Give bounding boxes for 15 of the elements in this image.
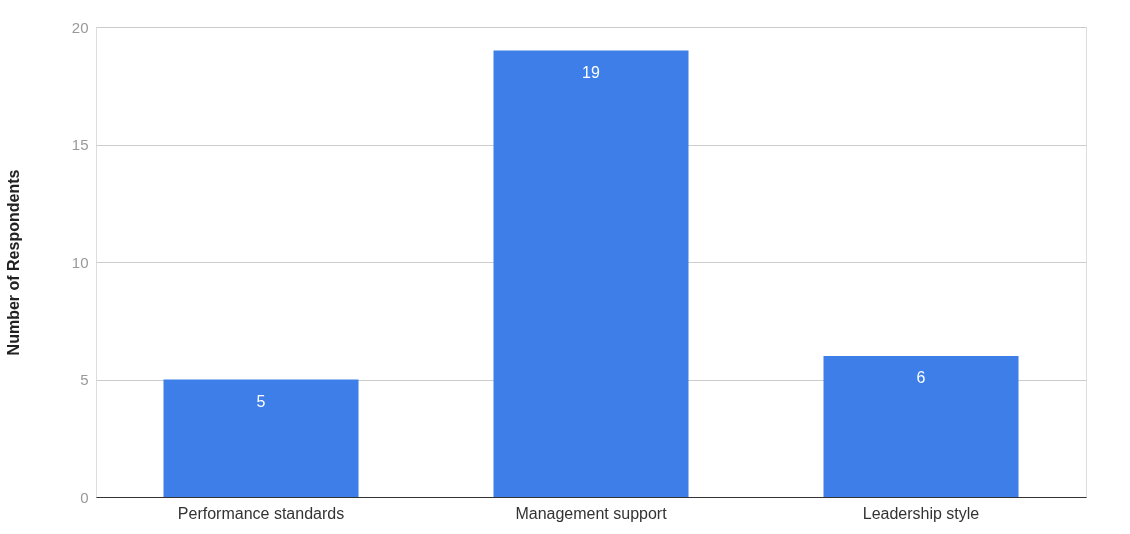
y-tick-label: 5 — [80, 371, 89, 388]
x-tick-label: Leadership style — [862, 504, 980, 522]
x-tick-label: Performance standards — [177, 504, 345, 522]
data-label: 19 — [582, 63, 600, 81]
data-label: 6 — [916, 369, 926, 386]
y-tick-label: 10 — [71, 253, 89, 271]
x-tick-label: Management support — [515, 504, 668, 522]
bar — [823, 356, 1019, 497]
bar — [163, 379, 359, 497]
data-label: 5 — [256, 392, 266, 410]
bar — [493, 50, 689, 497]
y-axis-title: Number of Respondents — [4, 169, 22, 356]
y-tick-label: 15 — [71, 136, 89, 153]
y-tick-label: 0 — [80, 488, 89, 506]
y-tick-label: 20 — [71, 18, 89, 36]
